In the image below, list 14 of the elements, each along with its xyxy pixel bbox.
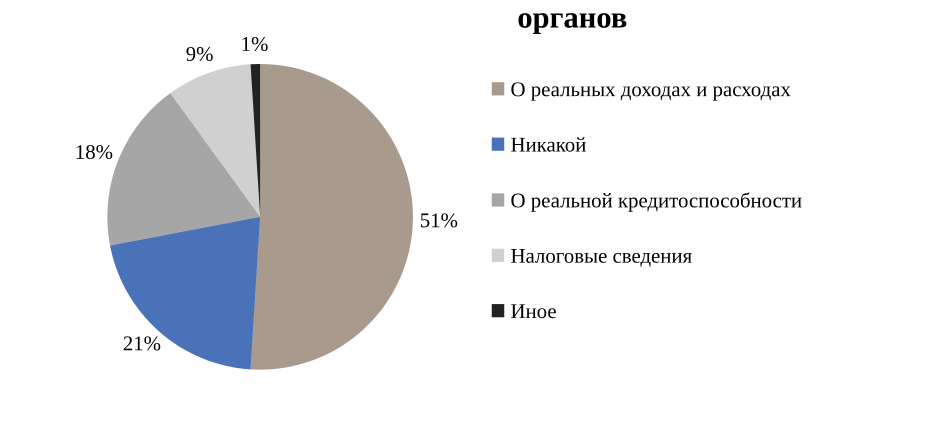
legend-label: Никакой bbox=[511, 137, 586, 152]
data-label: 21% bbox=[124, 336, 160, 350]
chart-title: органов bbox=[518, 13, 626, 34]
legend-label: Иное bbox=[511, 304, 556, 318]
pie-slice bbox=[250, 64, 413, 370]
pie-slice bbox=[110, 216, 260, 370]
data-label: 9% bbox=[186, 46, 213, 62]
legend-label: О реальной кредитоспособности bbox=[511, 192, 802, 212]
legend-label: О реальных доходах и расходах bbox=[511, 82, 791, 101]
pie-slice bbox=[170, 64, 260, 217]
data-label: 18% bbox=[76, 144, 112, 160]
data-label: 51% bbox=[420, 213, 458, 228]
data-label: 1% bbox=[242, 36, 268, 52]
legend-label: Налоговые сведения bbox=[511, 249, 692, 267]
